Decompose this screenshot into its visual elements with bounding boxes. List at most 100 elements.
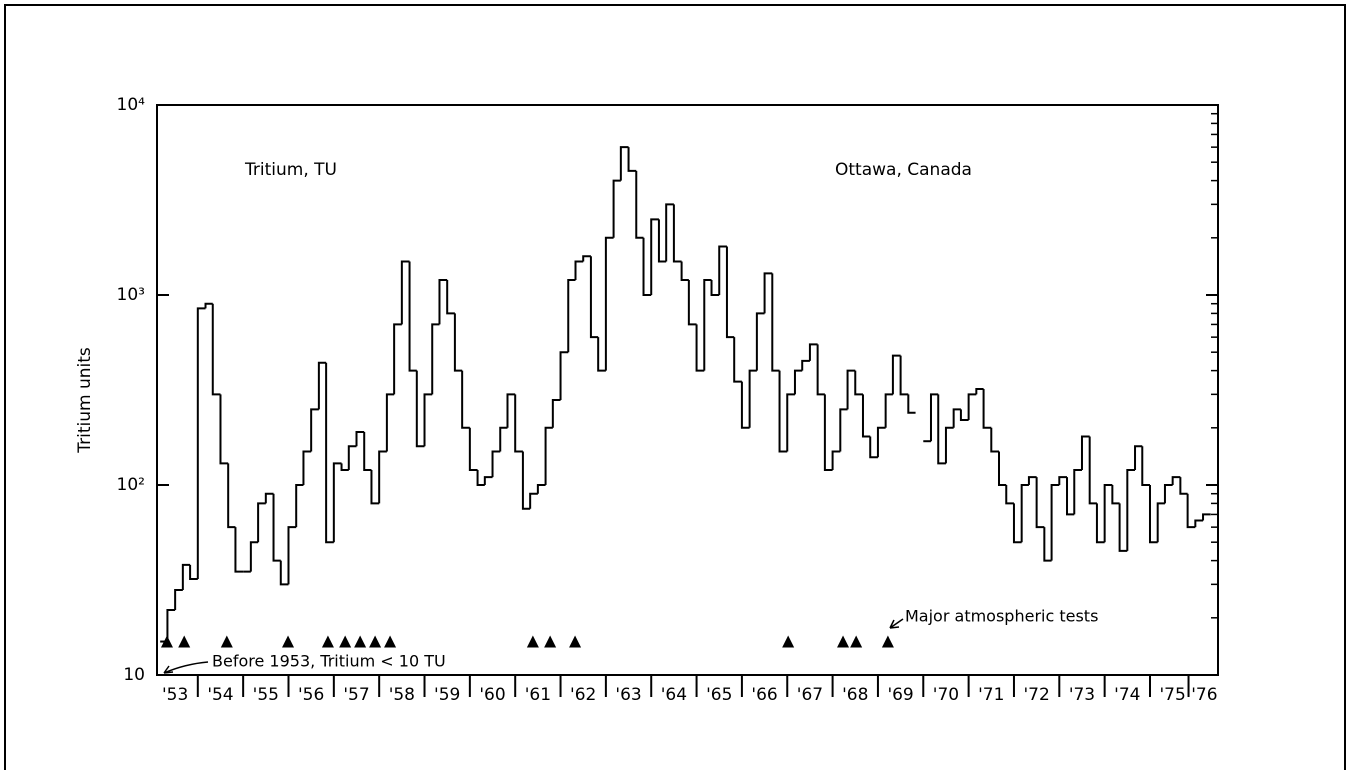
step-segment	[1171, 476, 1181, 485]
step-segment	[1050, 484, 1060, 561]
step-segment	[468, 427, 478, 471]
step-segment	[302, 450, 312, 485]
step-segment	[514, 394, 523, 453]
step-segment	[1058, 476, 1068, 485]
step-segment	[363, 432, 372, 471]
step-segment	[763, 272, 773, 314]
step-segment	[385, 393, 395, 452]
x-tick-label: '59	[434, 685, 460, 705]
x-tick-label: '56	[298, 685, 324, 705]
step-segment	[211, 303, 221, 396]
step-segment	[521, 451, 531, 510]
step-segment	[249, 541, 259, 572]
step-segment	[204, 302, 213, 309]
step-segment	[869, 436, 878, 459]
step-segment	[1194, 519, 1204, 528]
x-tick-label: '67	[797, 685, 823, 705]
step-segment	[1012, 503, 1022, 544]
step-segment	[959, 409, 969, 421]
step-segment	[982, 389, 992, 429]
step-segment	[793, 369, 803, 395]
step-segment	[907, 394, 916, 414]
test-marker	[178, 635, 191, 648]
test-marker	[837, 635, 850, 648]
step-segment	[823, 394, 833, 471]
step-segment	[1156, 502, 1165, 543]
test-marker	[544, 635, 557, 648]
step-segment	[1118, 503, 1128, 552]
step-segment	[567, 278, 576, 353]
test-marker	[526, 635, 539, 648]
step-segment	[415, 370, 425, 448]
step-segment	[884, 393, 893, 428]
step-segment	[400, 260, 410, 325]
step-segment	[1126, 468, 1136, 551]
step-segment	[189, 564, 198, 581]
step-segment	[1103, 484, 1113, 543]
x-tick-label: '65	[706, 685, 732, 705]
x-tick-label: '71	[978, 685, 1004, 705]
step-segment	[597, 337, 606, 372]
step-segment	[952, 408, 961, 428]
step-segment	[997, 451, 1007, 486]
step-segment	[529, 492, 538, 509]
x-tick-label: '55	[253, 685, 279, 705]
arrow	[163, 661, 209, 674]
step-segment	[1080, 435, 1090, 470]
step-segment	[582, 255, 591, 262]
step-segment	[990, 427, 999, 453]
step-segment	[264, 492, 274, 504]
step-segment	[431, 323, 440, 395]
step-segment	[839, 408, 848, 452]
step-segment	[340, 463, 349, 471]
step-segment	[483, 476, 493, 485]
y-axis-label: Tritium units	[75, 347, 95, 454]
step-segment	[332, 462, 342, 543]
step-segment	[1043, 527, 1052, 562]
step-segment	[725, 246, 735, 339]
step-segment	[287, 526, 297, 585]
step-segment	[544, 426, 553, 485]
step-segment	[1179, 477, 1188, 495]
step-segment	[408, 261, 417, 372]
step-segment	[695, 324, 705, 372]
x-tick-label: '69	[887, 685, 913, 705]
step-segment	[174, 589, 183, 610]
test-marker	[850, 635, 863, 648]
step-segment	[506, 393, 516, 428]
step-segment	[446, 279, 455, 315]
step-segment	[808, 343, 818, 361]
test-marker	[321, 635, 334, 648]
y-tick-label: 10⁴	[117, 95, 146, 115]
annotation: Tritium, TU	[244, 160, 337, 180]
annotation: Major atmospheric tests	[905, 607, 1098, 626]
step-segment	[347, 445, 357, 470]
step-segment	[846, 369, 856, 410]
x-tick-label: '54	[207, 685, 233, 705]
step-segment	[1186, 493, 1196, 529]
step-segment	[771, 273, 780, 372]
x-tick-label: '61	[525, 685, 551, 705]
test-marker	[220, 635, 233, 648]
step-segment	[657, 219, 667, 263]
step-segment	[1035, 477, 1045, 529]
step-segment	[680, 261, 689, 281]
x-tick-label: '53	[162, 685, 188, 705]
step-segment	[612, 179, 621, 238]
step-segment	[574, 260, 584, 280]
test-marker	[384, 635, 397, 648]
step-segment	[438, 278, 448, 325]
step-segment	[1088, 436, 1097, 505]
x-tick-label: '75	[1160, 685, 1186, 705]
step-segment	[1163, 484, 1173, 504]
step-segment	[755, 312, 765, 371]
x-tick-label: '68	[842, 685, 868, 705]
step-segment	[181, 563, 191, 591]
step-segment	[786, 393, 795, 452]
x-tick-label: '60	[479, 685, 505, 705]
step-segment	[604, 236, 614, 371]
step-segment	[650, 218, 659, 295]
test-marker	[282, 635, 295, 648]
step-segment	[1134, 445, 1143, 470]
step-segment	[899, 355, 909, 396]
